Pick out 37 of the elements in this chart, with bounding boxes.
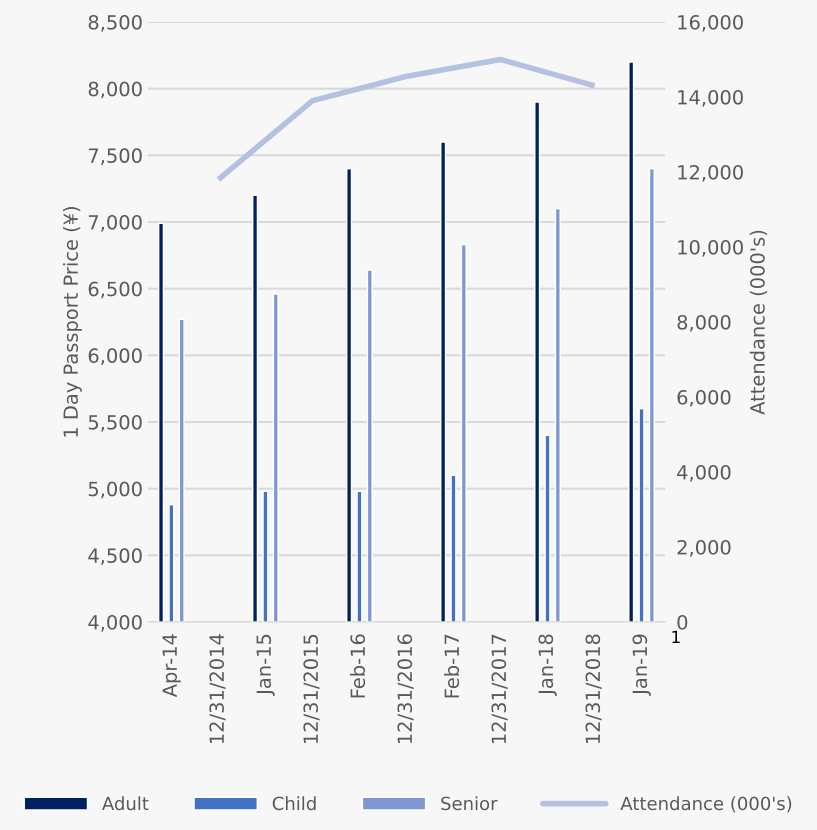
legend-label: Adult <box>102 796 149 810</box>
y-tick-label: 5,500 <box>88 414 142 432</box>
y2-tick-label: 4,000 <box>677 464 731 482</box>
x-tick-label: Jan-19 <box>632 634 651 696</box>
y2-tick-label: 16,000 <box>678 14 743 32</box>
x-tick-label: 12/31/2014 <box>209 634 226 744</box>
y-tick-label: 6,500 <box>88 282 142 298</box>
y-axis-title: 1 Day Passport Price (¥) <box>62 206 82 437</box>
legend-label: Child <box>272 796 316 810</box>
y-tick-label: 7,500 <box>88 148 142 165</box>
legend-label: Attendance (000's) <box>620 796 792 812</box>
x-tick-label: Feb-17 <box>444 634 460 698</box>
x-tick-label: 12/31/2015 <box>303 634 320 744</box>
legend-label: Senior <box>441 796 498 810</box>
y-tick-label: 6,000 <box>88 348 142 365</box>
y2-axis-title: Attendance (000's) <box>750 230 768 415</box>
y2-tick-label: 10,000 <box>678 240 743 257</box>
y2-tick-label: 14,000 <box>678 90 743 107</box>
y-tick-label: 5,000 <box>88 482 142 498</box>
x-tick-label: Jan-18 <box>538 634 557 696</box>
y2-tick-label: 2,000 <box>678 540 731 557</box>
x-tick-label: Feb-16 <box>350 634 366 698</box>
y2-tick-label: 12,000 <box>678 164 743 182</box>
y-tick-label: 4,000 <box>88 614 142 632</box>
y2-tick-label: 0 <box>677 614 688 630</box>
x-tick-label: 12/31/2017 <box>491 634 508 744</box>
y-tick-label: 4,500 <box>88 548 142 565</box>
x-tick-label: Apr-14 <box>162 634 181 698</box>
x-tick-label: 12/31/2016 <box>397 634 414 744</box>
y-tick-label: 8,000 <box>88 82 142 98</box>
x-tick-label: 12/31/2018 <box>585 634 602 744</box>
text: 1 <box>672 630 680 643</box>
y-tick-label: 7,000 <box>88 214 142 232</box>
y2-tick-label: 6,000 <box>678 390 731 407</box>
y-tick-label: 8,500 <box>88 14 142 32</box>
x-tick-label: Jan-15 <box>256 634 275 696</box>
y2-tick-label: 8,000 <box>677 314 731 332</box>
